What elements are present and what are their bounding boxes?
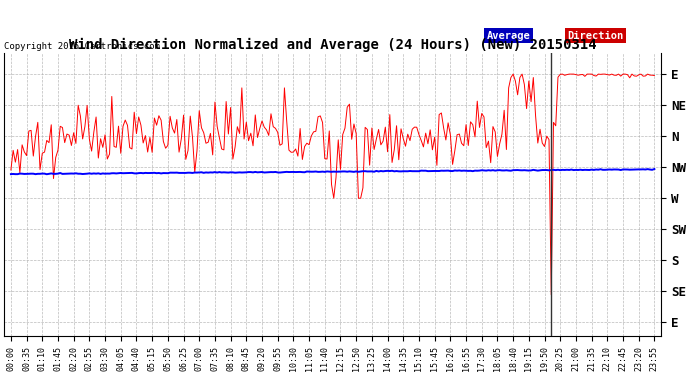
Text: Average: Average [487, 31, 531, 41]
Title: Wind Direction Normalized and Average (24 Hours) (New) 20150314: Wind Direction Normalized and Average (2… [69, 38, 596, 52]
Text: Copyright 2015 Cartronics.com: Copyright 2015 Cartronics.com [4, 42, 160, 51]
Text: Direction: Direction [567, 31, 624, 41]
